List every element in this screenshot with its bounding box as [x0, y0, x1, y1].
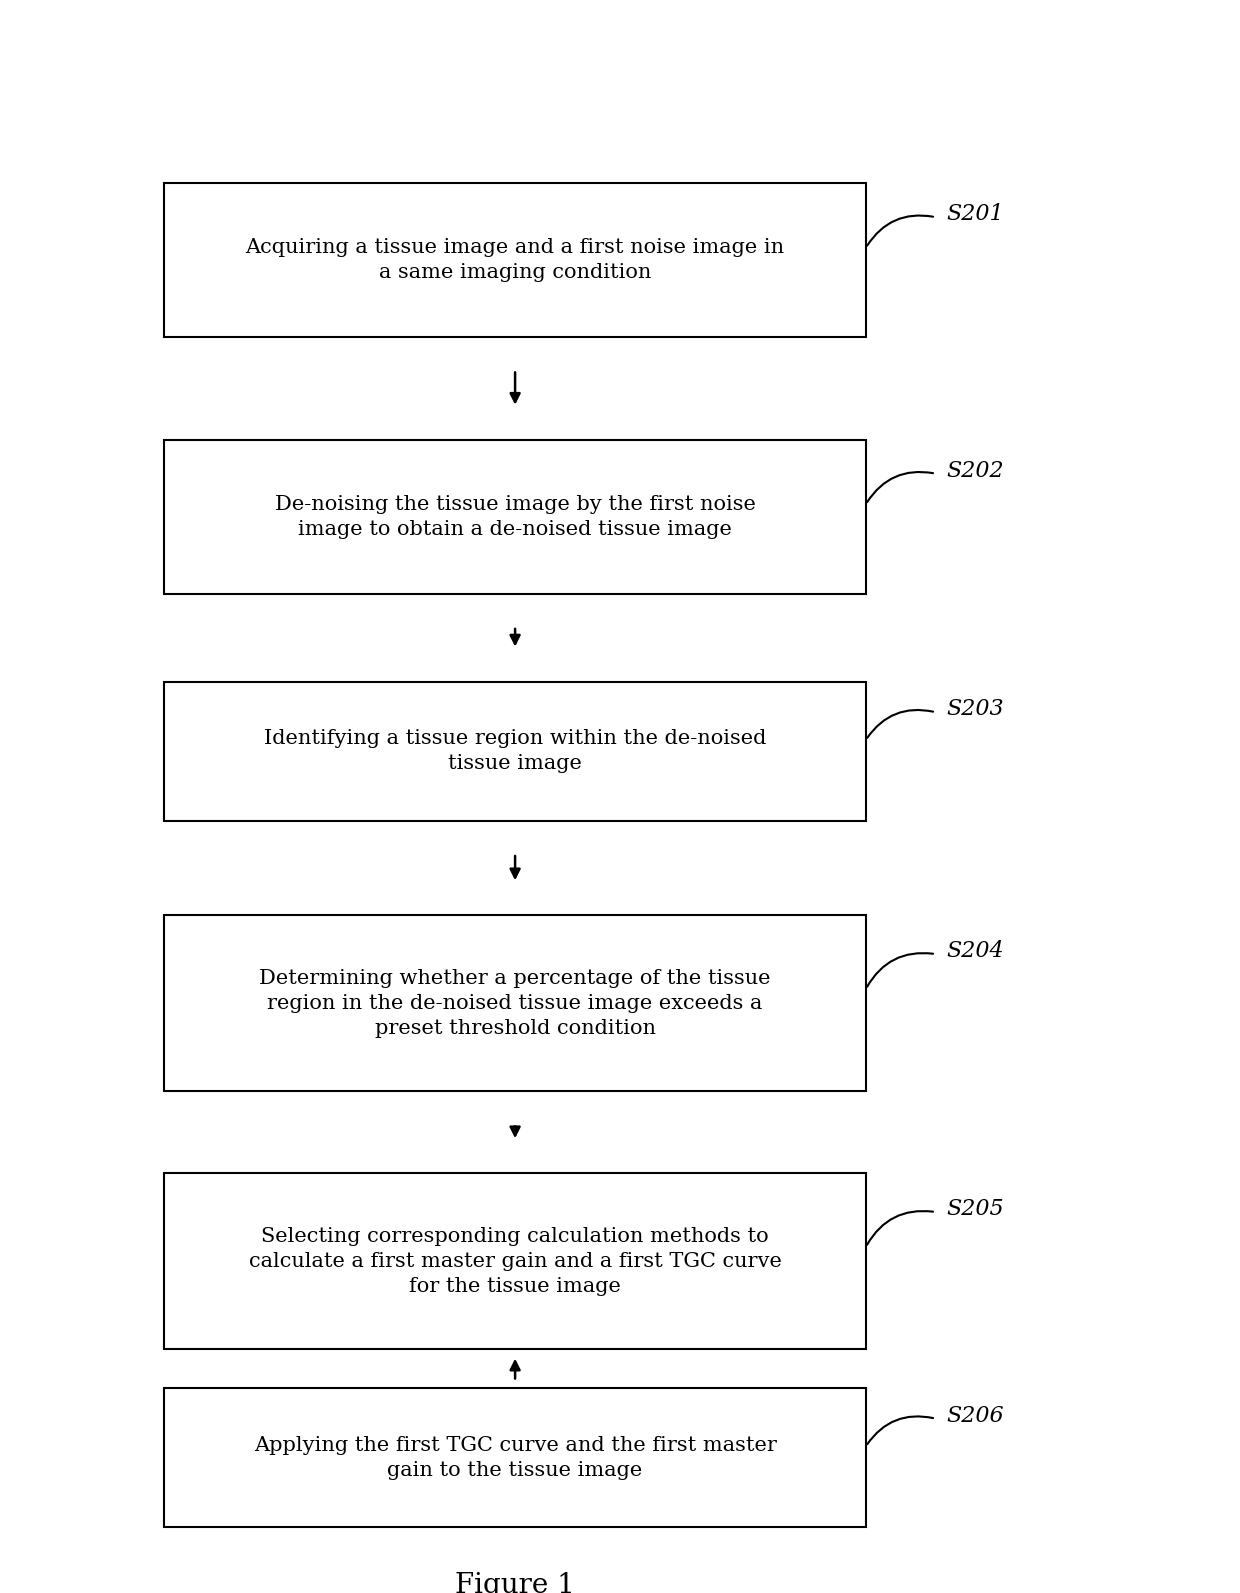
- Bar: [165, 183, 866, 338]
- Bar: [165, 1174, 866, 1349]
- Bar: [165, 1388, 866, 1528]
- Text: S204: S204: [946, 940, 1004, 962]
- Text: S201: S201: [946, 204, 1004, 225]
- Bar: [165, 916, 866, 1091]
- Text: S203: S203: [946, 698, 1004, 720]
- Text: Determining whether a percentage of the tissue
region in the de-noised tissue im: Determining whether a percentage of the …: [259, 969, 771, 1037]
- Text: Figure 1: Figure 1: [455, 1572, 575, 1593]
- Text: Applying the first TGC curve and the first master
gain to the tissue image: Applying the first TGC curve and the fir…: [254, 1435, 776, 1480]
- Text: Acquiring a tissue image and a first noise image in
a same imaging condition: Acquiring a tissue image and a first noi…: [246, 239, 785, 282]
- Bar: [165, 682, 866, 820]
- Text: S206: S206: [946, 1405, 1004, 1427]
- Bar: [165, 440, 866, 594]
- Text: De-noising the tissue image by the first noise
image to obtain a de-noised tissu: De-noising the tissue image by the first…: [274, 495, 755, 538]
- Text: S205: S205: [946, 1198, 1004, 1220]
- Text: S202: S202: [946, 460, 1004, 481]
- Text: Identifying a tissue region within the de-noised
tissue image: Identifying a tissue region within the d…: [264, 730, 766, 773]
- Text: Selecting corresponding calculation methods to
calculate a first master gain and: Selecting corresponding calculation meth…: [249, 1227, 781, 1295]
